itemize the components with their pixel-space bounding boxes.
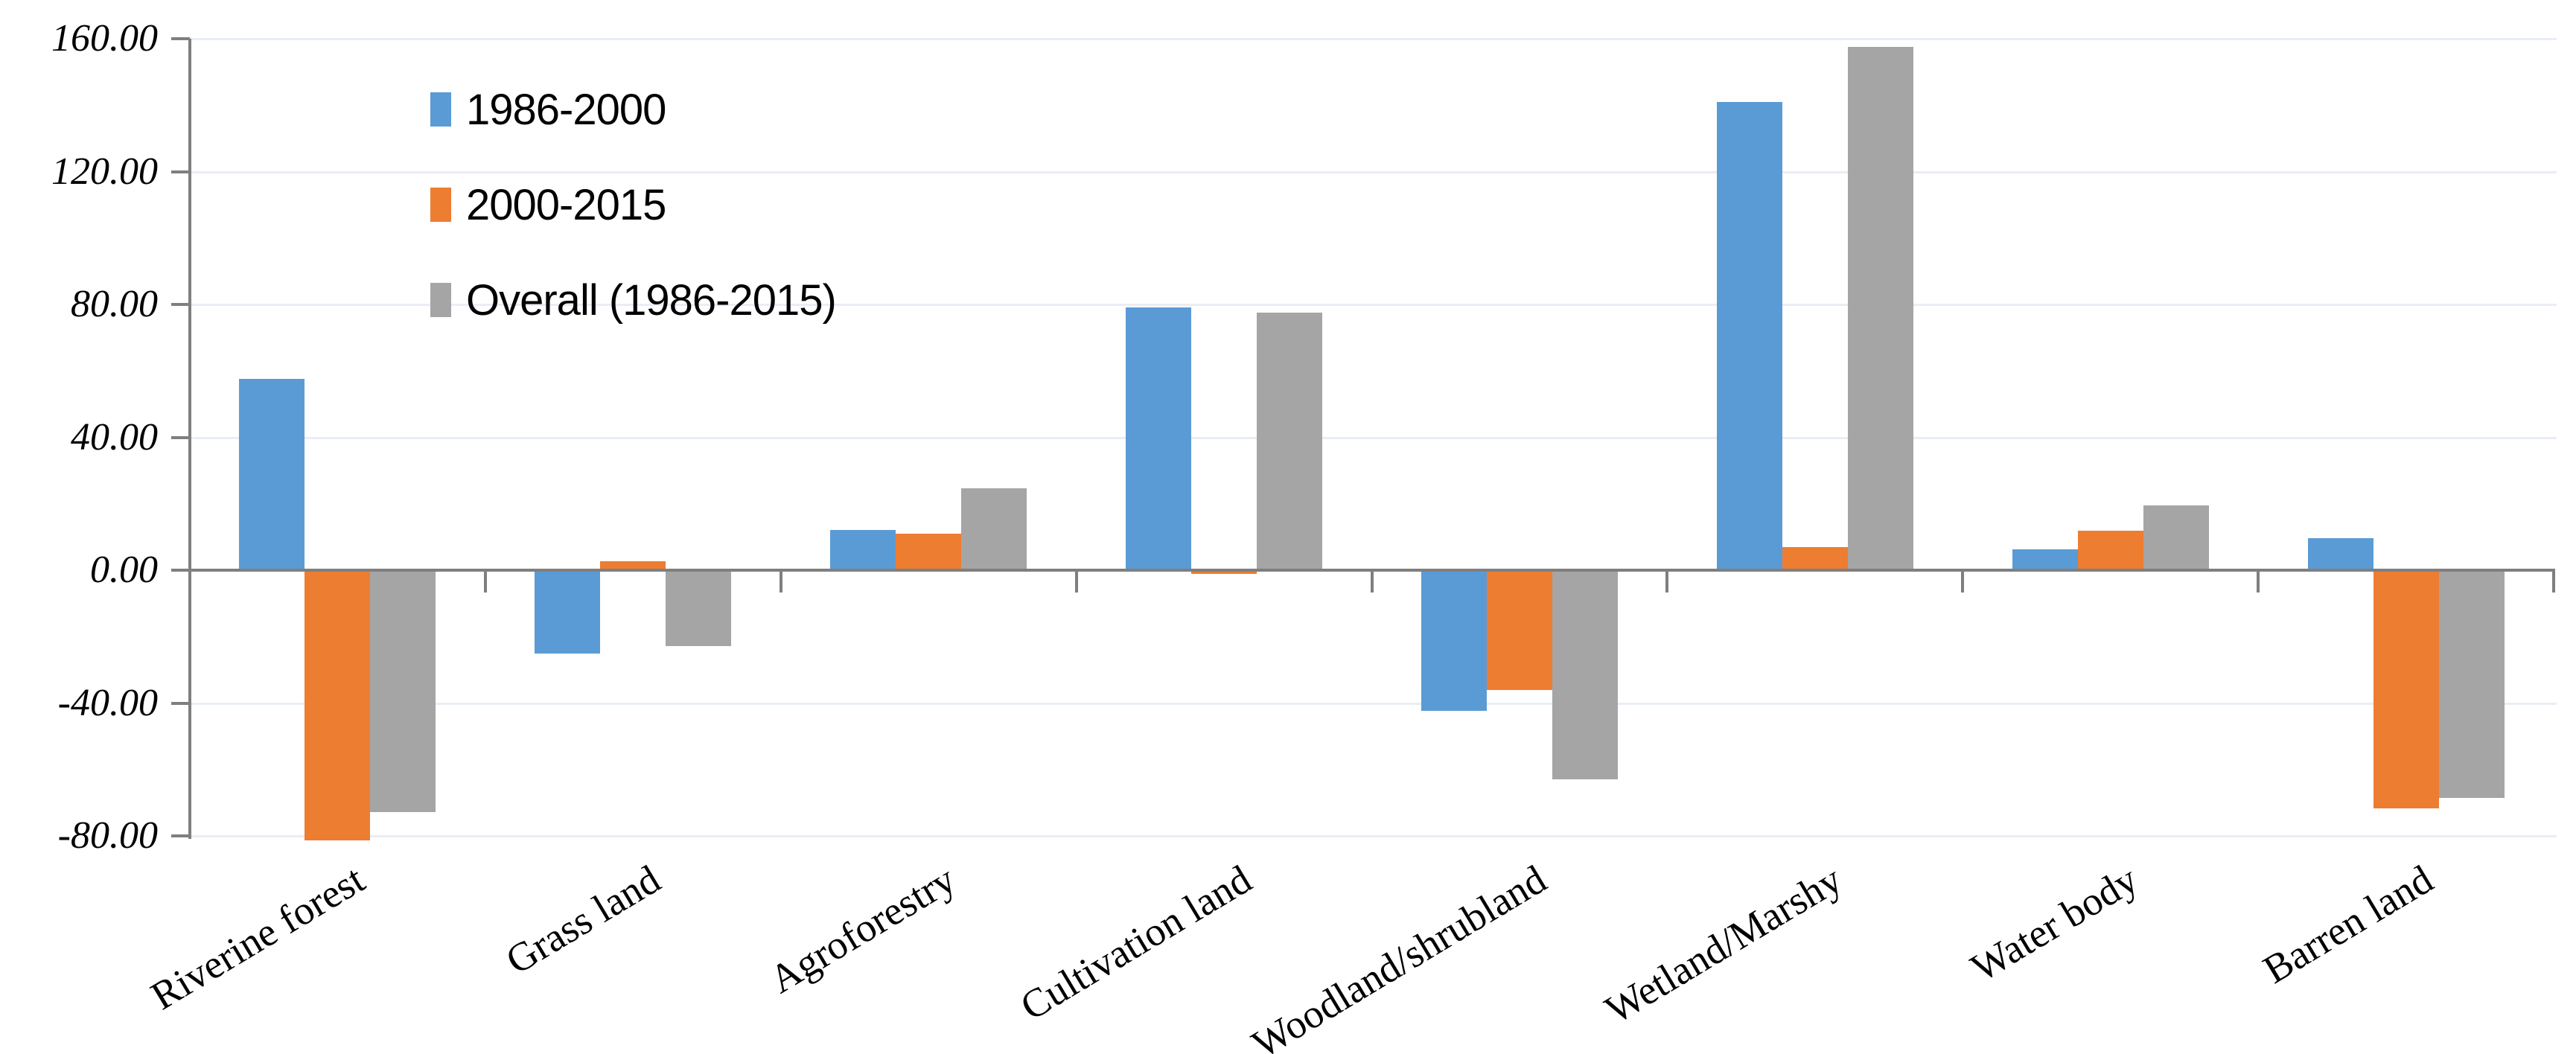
- y-axis-label: 160.00: [51, 17, 158, 60]
- legend-swatch: [430, 283, 451, 317]
- x-axis-tick: [2257, 570, 2260, 593]
- y-axis-tick: [171, 37, 190, 40]
- bar-1986-2000-wetland-marshy: [1717, 102, 1782, 570]
- gridline: [190, 171, 2557, 173]
- bar-1986-2000-grass-land: [535, 570, 600, 654]
- gridline: [190, 38, 2557, 40]
- y-axis-label: 120.00: [51, 150, 158, 193]
- category-label: Grass land: [498, 856, 668, 983]
- y-axis-tick: [171, 170, 190, 173]
- category-label: Cultivation land: [1013, 856, 1259, 1029]
- legend-label: Overall (1986-2015): [466, 275, 837, 325]
- bar-overall-1986-2015--wetland-marshy: [1848, 47, 1913, 570]
- gridline: [190, 703, 2557, 705]
- bar-overall-1986-2015--barren-land: [2439, 570, 2505, 798]
- category-label: Barren land: [2255, 856, 2440, 992]
- bar-overall-1986-2015--grass-land: [666, 570, 731, 646]
- legend-swatch: [430, 188, 451, 222]
- bar-overall-1986-2015--cultivation-land: [1257, 313, 1322, 570]
- x-axis-tick: [1665, 570, 1668, 593]
- category-label: Riverine forest: [143, 856, 372, 1019]
- bar-2000-2015-riverine-forest: [305, 570, 370, 840]
- category-label: Wetland/Marshy: [1597, 856, 1850, 1032]
- legend-label: 2000-2015: [466, 180, 666, 229]
- bar-2000-2015-wetland-marshy: [1782, 547, 1848, 570]
- bar-1986-2000-cultivation-land: [1126, 307, 1191, 570]
- x-axis-tick: [1075, 570, 1078, 593]
- y-axis-tick: [171, 303, 190, 306]
- bar-overall-1986-2015--woodland-shrubland: [1552, 570, 1618, 779]
- y-axis-tick: [171, 834, 190, 837]
- y-axis-tick: [171, 436, 190, 439]
- category-label: Woodland/shrubland: [1244, 856, 1555, 1054]
- bar-1986-2000-woodland-shrubland: [1421, 570, 1487, 711]
- y-axis-label: 40.00: [71, 416, 158, 459]
- x-axis-tick: [1961, 570, 1964, 593]
- y-axis-label: -40.00: [57, 682, 158, 724]
- legend-swatch: [430, 92, 451, 127]
- x-axis-tick: [1371, 570, 1374, 593]
- bar-2000-2015-agroforestry: [896, 534, 961, 570]
- legend-item: 2000-2015: [430, 176, 836, 234]
- bar-1986-2000-water-body: [2012, 549, 2078, 570]
- category-label: Water body: [1963, 856, 2146, 991]
- y-axis-tick: [171, 702, 190, 705]
- y-axis-label: 80.00: [71, 283, 158, 325]
- y-axis-label: 0.00: [90, 549, 158, 591]
- bar-overall-1986-2015--water-body: [2143, 505, 2209, 570]
- bar-1986-2000-barren-land: [2308, 538, 2373, 570]
- y-axis-label: -80.00: [57, 814, 158, 857]
- bar-2000-2015-cultivation-land: [1191, 570, 1257, 574]
- legend: 1986-2000 2000-2015 Overall (1986-2015): [430, 80, 837, 366]
- gridline: [190, 304, 2557, 306]
- x-axis-tick: [780, 570, 782, 593]
- gridline: [190, 437, 2557, 439]
- bar-1986-2000-riverine-forest: [239, 379, 305, 570]
- x-axis-line: [190, 569, 2555, 572]
- bar-overall-1986-2015--riverine-forest: [370, 570, 436, 812]
- bar-1986-2000-agroforestry: [830, 530, 896, 570]
- y-axis-line: [188, 39, 191, 839]
- bar-2000-2015-barren-land: [2373, 570, 2439, 808]
- bar-2000-2015-grass-land: [600, 561, 666, 570]
- x-axis-tick: [484, 570, 487, 593]
- bar-2000-2015-water-body: [2078, 531, 2143, 570]
- y-axis-tick: [171, 569, 190, 572]
- category-label: Agroforestry: [762, 856, 963, 1002]
- gridline: [190, 835, 2557, 837]
- x-axis-tick: [2552, 570, 2555, 593]
- legend-label: 1986-2000: [466, 85, 666, 134]
- bar-overall-1986-2015--agroforestry: [961, 488, 1027, 570]
- legend-item: 1986-2000: [430, 80, 836, 138]
- bar-2000-2015-woodland-shrubland: [1487, 570, 1552, 690]
- legend-item: Overall (1986-2015): [430, 271, 837, 329]
